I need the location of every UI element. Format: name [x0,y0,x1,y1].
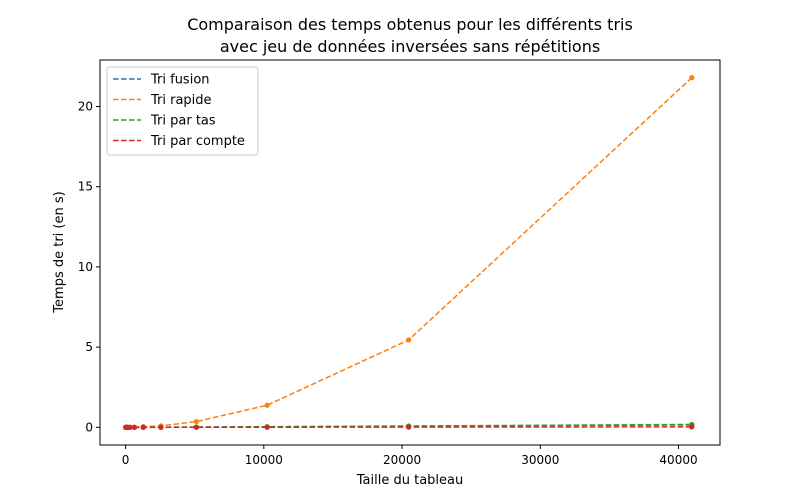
legend-label-tri-par-compte: Tri par compte [150,134,245,149]
y-tick-label: 20 [78,100,93,114]
data-point-tri-par-compte [264,424,270,430]
legend-label-tri-par-tas: Tri par tas [150,114,216,129]
x-tick-label: 10000 [245,453,283,467]
data-point-tri-par-compte [193,424,199,430]
x-tick-label: 40000 [659,453,697,467]
legend-label-tri-rapide: Tri rapide [150,93,212,108]
legend: Tri fusion Tri rapide Tri par tas Tri par c… [106,66,259,156]
x-tick-label: 20000 [383,453,421,467]
chart-title-line-1: Comparaison des temps obtenus pour les d… [187,15,633,34]
y-axis: 0 5 10 15 20 [78,100,100,434]
data-point-tri-rapide [264,402,270,408]
data-point-tri-par-compte [158,424,164,430]
chart-title-line-2: avec jeu de données inversées sans répét… [220,37,600,56]
plot-frame [99,59,721,446]
y-tick-label: 5 [85,340,93,354]
data-point-tri-par-compte [406,424,412,430]
legend-label-tri-fusion: Tri fusion [150,73,210,88]
data-point-tri-par-compte [127,424,133,430]
x-axis-label: Taille du tableau [356,473,463,488]
data-point-tri-par-compte [140,424,146,430]
plot-area [123,75,695,430]
series-tri-par-compte [123,424,695,430]
data-point-tri-par-compte [131,424,138,430]
y-tick-label: 10 [78,260,93,274]
x-axis: 0 10000 20000 30000 40000 [122,445,698,467]
data-point-tri-par-compte [689,424,695,430]
x-tick-label: 30000 [521,453,559,467]
legend-box [106,66,259,156]
data-point-tri-rapide [193,418,199,425]
y-tick-label: 0 [85,420,93,434]
data-point-tri-rapide [406,337,412,343]
x-tick-label: 0 [122,453,130,467]
data-point-tri-rapide [689,75,695,81]
y-tick-label: 15 [78,180,93,194]
y-axis-label: Temps de tri (en s) [52,191,67,313]
